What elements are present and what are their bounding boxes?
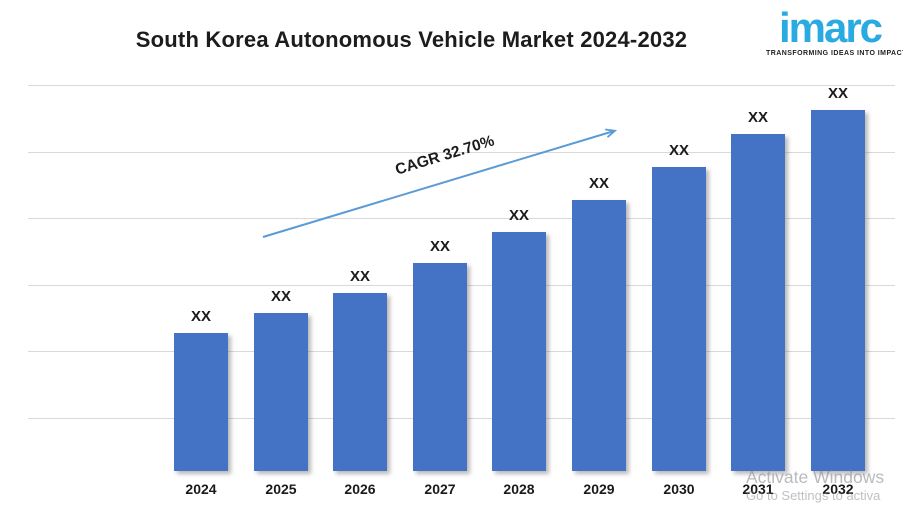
page-title: South Korea Autonomous Vehicle Market 20… [135, 27, 688, 52]
bar-group: XX 2030 [652, 142, 706, 497]
bar [174, 333, 228, 471]
bar [333, 293, 387, 471]
x-axis-label: 2025 [265, 481, 297, 497]
x-axis-label: 2032 [822, 481, 854, 497]
bar-value-label: XX [508, 207, 529, 224]
x-axis-label: 2028 [503, 481, 535, 497]
bar-value-label: XX [588, 175, 609, 192]
bar-value-label: XX [429, 238, 450, 255]
bar [492, 232, 546, 471]
x-axis-label: 2031 [742, 481, 774, 497]
bar-group: XX 2026 [333, 268, 387, 497]
bar-value-label: XX [747, 109, 768, 126]
bar [652, 167, 706, 471]
bar-value-label: XX [668, 142, 689, 159]
bar-group: XX 2025 [254, 288, 308, 497]
bar [254, 313, 308, 471]
bar-group: XX 2029 [572, 175, 626, 497]
cagr-trend-arrow-icon [262, 116, 628, 238]
bar-group: XX 2024 [174, 308, 228, 497]
bar [572, 200, 626, 471]
gridline [28, 218, 895, 219]
gridline [28, 85, 895, 86]
bar-group: XX 2028 [492, 207, 546, 497]
bar [811, 110, 865, 471]
bar-group: XX 2031 [731, 109, 785, 497]
bar-value-label: XX [190, 308, 211, 325]
gridline [28, 151, 895, 153]
bar [731, 134, 785, 471]
x-axis-label: 2029 [583, 481, 615, 497]
x-axis-label: 2027 [424, 481, 456, 497]
imarc-logo-brand: imarc [778, 4, 883, 51]
imarc-logo-tagline: TRANSFORMING IDEAS INTO IMPACT [766, 50, 903, 57]
bar [413, 263, 467, 471]
bar-value-label: XX [270, 288, 291, 305]
bar-value-label: XX [349, 268, 370, 285]
bar-group: XX 2032 [811, 85, 865, 497]
activate-windows-watermark: Activate Windows [746, 467, 885, 487]
x-axis-label: 2024 [185, 481, 217, 497]
activate-windows-watermark-subtext: Go to Settings to activa [746, 488, 881, 503]
imarc-logo: imarc TRANSFORMING IDEAS INTO IMPACT [766, 4, 903, 58]
bar-value-label: XX [827, 85, 848, 102]
x-axis-label: 2026 [344, 481, 376, 497]
bar-group: XX 2027 [413, 238, 467, 497]
x-axis-label: 2030 [663, 481, 695, 497]
